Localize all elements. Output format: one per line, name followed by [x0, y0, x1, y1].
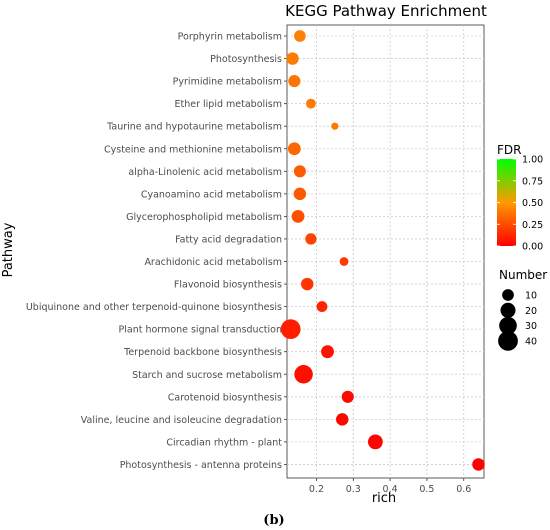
pathway-label: Ubiquinone and other terpenoid-quinone b…: [26, 302, 282, 313]
pathway-label: Starch and sucrose metabolism: [132, 370, 282, 381]
data-point: [305, 98, 316, 109]
data-point: [287, 142, 301, 156]
fdr-tick-label: 0.75: [522, 176, 543, 187]
x-axis-title: rich: [372, 491, 396, 506]
number-legend-dot: [499, 316, 517, 335]
data-point: [293, 165, 306, 178]
pathway-label: Cysteine and methionine metabolism: [104, 144, 282, 155]
data-point: [472, 458, 485, 471]
pathway-label: Cyanoamino acid metabolism: [141, 189, 282, 200]
pathway-label: Pyrimidine metabolism: [173, 77, 282, 88]
pathway-label: Photosynthesis: [210, 54, 282, 65]
number-legend-label: 40: [525, 336, 537, 347]
data-point: [291, 209, 305, 223]
fdr-tick-label: 1.00: [522, 155, 543, 166]
x-tick-label: 0.4: [383, 484, 398, 495]
data-point: [341, 390, 354, 403]
data-point: [301, 277, 314, 291]
pathway-label: Flavonoid biosynthesis: [174, 280, 282, 291]
data-point: [316, 301, 328, 313]
pathway-label: Photosynthesis - antenna proteins: [120, 460, 282, 471]
data-point: [293, 187, 307, 201]
pathway-label: Carotenoid biosynthesis: [168, 392, 282, 403]
x-tick-label: 0.2: [309, 484, 324, 495]
data-point: [331, 122, 339, 130]
data-point: [286, 52, 299, 65]
pathway-label: Glycerophospholipid metabolism: [126, 212, 282, 223]
x-tick-label: 0.5: [419, 484, 434, 495]
pathway-label: Circadian rhythm - plant: [166, 437, 282, 448]
fdr-tick-label: 0.25: [522, 220, 543, 231]
pathway-label: alpha-Linolenic acid metabolism: [128, 167, 282, 178]
number-legend-title: Number: [499, 268, 547, 282]
number-legend-label: 30: [525, 321, 537, 332]
number-legend-dot: [502, 289, 514, 301]
grid-lines: [287, 25, 484, 478]
y-axis-title: Pathway: [1, 222, 16, 277]
data-point: [367, 434, 383, 450]
data-point: [294, 364, 313, 384]
figure-caption: (b): [263, 513, 284, 528]
number-legend-dot: [498, 331, 518, 351]
pathway-label: Ether lipid metabolism: [175, 99, 283, 110]
data-point: [280, 319, 301, 340]
fdr-tick-label: 0.50: [522, 198, 543, 209]
x-tick-label: 0.6: [456, 484, 471, 495]
data-point: [294, 30, 306, 42]
plot-panel: [286, 24, 485, 479]
pathway-label: Porphyrin metabolism: [178, 32, 282, 43]
data-point: [335, 413, 349, 426]
pathway-label: Terpenoid backbone biosynthesis: [123, 347, 282, 358]
number-legend-label: 20: [525, 306, 537, 317]
fdr-legend-title: FDR: [497, 143, 521, 157]
pathway-label: Fatty acid degradation: [175, 234, 282, 245]
pathway-label: Taurine and hypotaurine metabolism: [106, 122, 282, 133]
data-points: [280, 30, 485, 471]
x-tick-label: 0.3: [346, 484, 361, 495]
x-tick-labels: 0.2 0.3 0.4 0.5 0.6: [309, 478, 471, 495]
pathway-label: Arachidonic acid metabolism: [144, 257, 282, 268]
number-legend-dot: [500, 302, 516, 318]
pathway-label: Valine, leucine and isoleucine degradati…: [81, 415, 282, 426]
fdr-tick-label: 0.00: [522, 242, 543, 253]
pathway-labels: Porphyrin metabolism Photosynthesis Pyrimi…: [26, 32, 287, 471]
data-point: [305, 233, 317, 245]
chart-title: KEGG Pathway Enrichment: [285, 2, 487, 20]
data-point: [339, 257, 349, 266]
data-point: [321, 345, 334, 359]
fdr-colorbar: [497, 159, 516, 246]
number-legend-label: 10: [525, 291, 537, 302]
fdr-legend-ticks: 1.00 0.75 0.50 0.25 0.00: [497, 155, 543, 253]
number-legend-items: 10 20 30 40: [498, 289, 537, 351]
data-point: [288, 75, 301, 88]
pathway-label: Plant hormone signal transduction: [119, 325, 283, 336]
